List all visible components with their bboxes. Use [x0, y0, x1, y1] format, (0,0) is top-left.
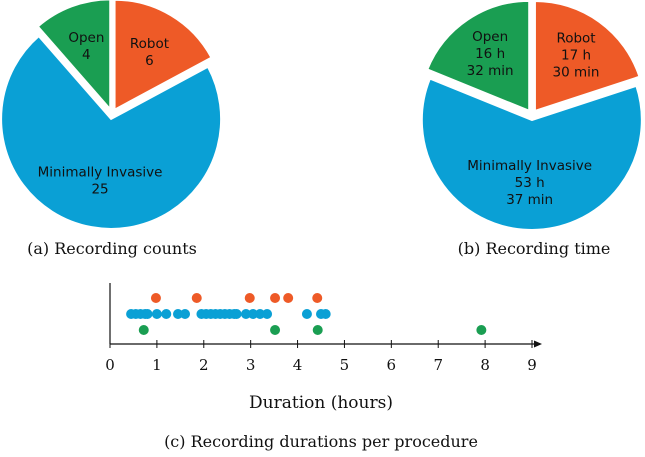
caption-recording-counts: (a) Recording counts	[27, 239, 197, 258]
x-axis-title: Duration (hours)	[249, 393, 393, 413]
point-minimally-invasive	[172, 309, 183, 319]
point-minimally-invasive	[180, 309, 191, 319]
point-minimally-invasive	[255, 309, 266, 319]
caption-recording-durations: (c) Recording durations per procedure	[164, 432, 478, 451]
pie-time-slice-open	[425, 0, 531, 113]
pie-time-label-minimally-invasive: 53 h	[515, 175, 545, 191]
pie-time-label-minimally-invasive: Minimally Invasive	[467, 158, 592, 174]
point-minimally-invasive	[301, 309, 312, 319]
pie-counts-label-open: Open	[68, 30, 104, 46]
caption-recording-time: (b) Recording time	[458, 239, 611, 258]
scatter-chart-durations: 0 1 2 3 4 5 6 7 8 9	[105, 283, 542, 374]
x-axis-arrow-icon	[534, 340, 542, 348]
point-open	[312, 325, 323, 335]
point-minimally-invasive	[248, 309, 259, 319]
pie-counts-slice-open	[36, 0, 112, 112]
point-open	[476, 325, 487, 335]
point-robot	[150, 293, 161, 303]
point-minimally-invasive	[151, 309, 162, 319]
pie-time-label-open: 32 min	[467, 63, 514, 79]
x-tick-label: 9	[527, 356, 537, 374]
point-minimally-invasive	[231, 309, 242, 319]
pie-counts-label-minimally-invasive: 25	[91, 181, 108, 197]
point-minimally-invasive	[320, 309, 331, 319]
x-tick-label: 7	[433, 356, 443, 374]
pie-counts-slice-robot	[113, 0, 213, 112]
point-open	[138, 325, 149, 335]
point-robot	[244, 293, 255, 303]
pie-time-slice-minimally-invasive	[420, 77, 643, 231]
x-tick-label: 0	[105, 356, 115, 374]
x-tick-label: 5	[340, 356, 350, 374]
pie-time-label-robot: Robot	[556, 30, 595, 46]
point-robot	[312, 293, 323, 303]
x-tick-label: 6	[387, 356, 397, 374]
pie-counts-label-open: 4	[82, 47, 91, 63]
pie-counts-slice-minimally-invasive	[0, 34, 223, 230]
point-minimally-invasive	[142, 309, 153, 319]
x-tick-label: 8	[480, 356, 490, 374]
pie-counts-label-robot: Robot	[130, 36, 169, 52]
point-robot	[283, 293, 294, 303]
x-tick-label: 2	[199, 356, 209, 374]
pie-time-label-open: 16 h	[475, 46, 505, 62]
point-minimally-invasive	[240, 309, 251, 319]
pie-time-label-robot: 17 h	[561, 47, 591, 63]
pie-time-label-minimally-invasive: 37 min	[506, 192, 553, 208]
x-tick-label: 4	[293, 356, 303, 374]
pie-time-slice-robot	[533, 0, 641, 113]
point-robot	[270, 293, 281, 303]
point-minimally-invasive	[262, 309, 273, 319]
point-minimally-invasive	[161, 309, 172, 319]
x-tick-label: 3	[246, 356, 256, 374]
x-tick-label: 1	[152, 356, 162, 374]
point-robot	[191, 293, 202, 303]
pie-counts-label-robot: 6	[145, 53, 154, 69]
pie-time-label-robot: 30 min	[553, 64, 600, 80]
pie-time-label-open: Open	[472, 29, 508, 45]
point-open	[270, 325, 281, 335]
pie-counts-label-minimally-invasive: Minimally Invasive	[38, 164, 163, 180]
